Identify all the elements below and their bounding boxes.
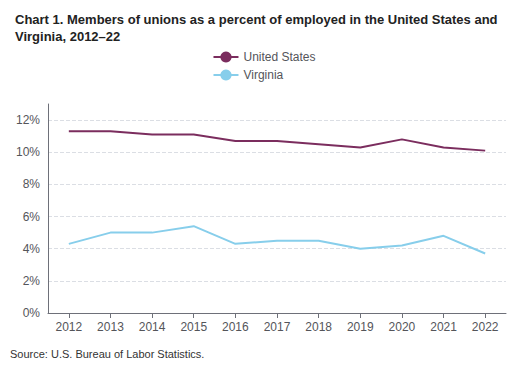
svg-text:6%: 6% [23,210,41,224]
svg-text:12%: 12% [16,113,40,127]
svg-text:2022: 2022 [472,320,499,334]
svg-text:Source: U.S. Bureau of Labor S: Source: U.S. Bureau of Labor Statistics. [10,348,204,360]
svg-text:Chart 1. Members of unions as: Chart 1. Members of unions as a percent … [15,12,498,27]
svg-text:2021: 2021 [430,320,457,334]
svg-text:4%: 4% [23,242,41,256]
svg-text:10%: 10% [16,145,40,159]
svg-text:0%: 0% [23,306,41,320]
svg-text:2013: 2013 [97,320,124,334]
svg-text:Virginia: Virginia [243,68,283,82]
svg-text:2019: 2019 [347,320,374,334]
svg-text:United States: United States [243,50,315,64]
svg-text:Virginia, 2012–22: Virginia, 2012–22 [15,29,120,44]
svg-text:2%: 2% [23,274,41,288]
svg-text:8%: 8% [23,177,41,191]
svg-text:2014: 2014 [139,320,166,334]
svg-text:2016: 2016 [222,320,249,334]
svg-text:2017: 2017 [264,320,291,334]
svg-text:2015: 2015 [180,320,207,334]
svg-text:2012: 2012 [55,320,82,334]
svg-text:2018: 2018 [305,320,332,334]
svg-text:2020: 2020 [389,320,416,334]
